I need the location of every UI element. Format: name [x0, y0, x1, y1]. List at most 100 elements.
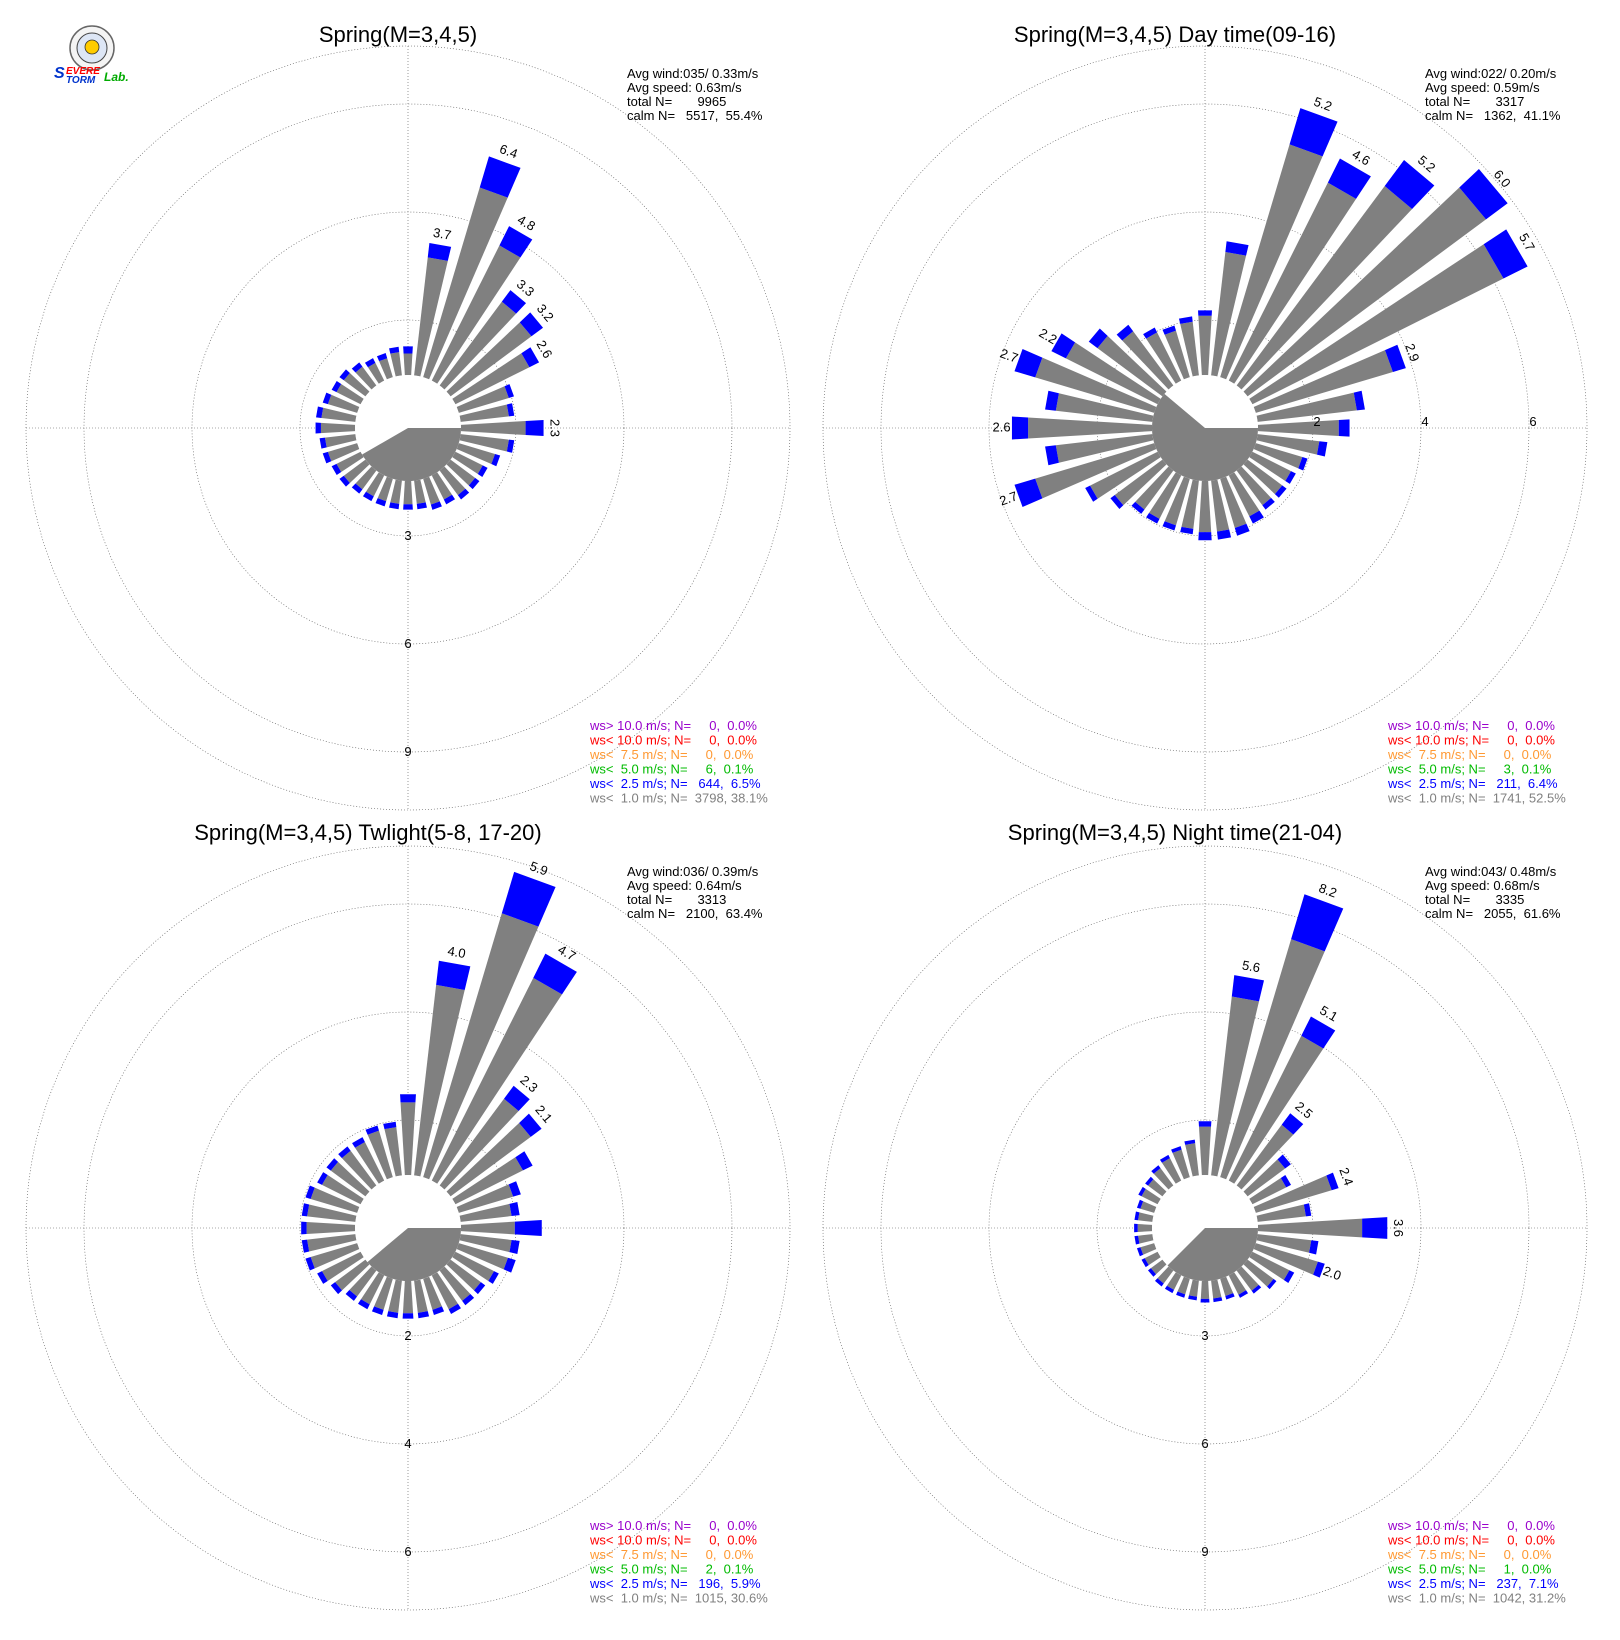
wind-bar-gray [1220, 939, 1325, 1180]
wind-bar-blue [1198, 1121, 1212, 1127]
legend-entry: ws< 1.0 m/s; N= 1015, 30.6% [589, 1591, 768, 1606]
wind-bar-blue [1176, 1291, 1186, 1298]
wind-bar-blue [1011, 416, 1029, 440]
stats-line: Avg wind:022/ 0.20m/s [1425, 66, 1557, 81]
wind-bar-gray [1220, 144, 1323, 380]
wind-bar-blue [436, 960, 471, 990]
stats-line: Avg speed: 0.63m/s [627, 80, 742, 95]
legend-entry: ws< 2.5 m/s; N= 211, 6.4% [1387, 776, 1558, 791]
wind-bar-blue [1303, 1203, 1312, 1217]
wind-bar-gray [1198, 315, 1212, 376]
wind-bar-gray [1055, 434, 1154, 463]
wind-bar-blue [503, 1257, 516, 1273]
wind-bar-gray [336, 383, 364, 405]
wind-bar-gray [439, 466, 466, 496]
logo-seal-center [84, 39, 100, 55]
bar-value-label: 6.4 [498, 141, 520, 161]
wind-bar-gray [1211, 251, 1247, 377]
wind-bar-gray [307, 1234, 357, 1252]
wind-bar-blue [1298, 457, 1308, 471]
wind-bar-blue [1280, 1175, 1292, 1188]
legend-entry: ws< 1.0 m/s; N= 3798, 38.1% [589, 791, 768, 806]
wind-bar-gray [423, 913, 539, 1180]
wind-bar-gray [439, 1098, 519, 1190]
wind-bar-gray [349, 1266, 377, 1297]
wind-bar-blue [1188, 1295, 1198, 1301]
wind-bar-blue [1234, 523, 1250, 536]
wind-bar-blue [1085, 485, 1098, 502]
stats-line: total N= 3335 [1425, 892, 1524, 907]
wind-bar-blue [1151, 1165, 1161, 1174]
wind-bar-blue [315, 422, 321, 434]
wind-bar-gray [1055, 393, 1154, 422]
wind-bar-blue [1136, 1247, 1144, 1257]
wind-bar-gray [423, 1276, 442, 1310]
wind-bar-gray [456, 443, 496, 465]
wind-bar-blue [1200, 1298, 1210, 1303]
wind-bar-gray [1164, 476, 1190, 526]
wind-bar-gray [431, 1272, 458, 1310]
wind-bar-blue [1014, 349, 1043, 378]
wind-bar-gray [1164, 330, 1190, 380]
wind-bar-gray [310, 1243, 360, 1269]
wind-bar-blue [1051, 333, 1076, 359]
wind-bar-blue [317, 1271, 328, 1284]
wind-bar-blue [432, 1306, 445, 1316]
wind-bar-blue [305, 1257, 315, 1271]
wind-bar-gray [390, 352, 402, 377]
ring-tick-label: 6 [404, 1544, 411, 1559]
wind-bar-blue [1483, 229, 1528, 279]
wind-bar-blue [1134, 1235, 1140, 1245]
wind-bar-blue [1178, 316, 1193, 324]
ring-tick-label: 9 [1201, 1544, 1208, 1559]
wind-bar-gray [379, 358, 393, 380]
legend-entry: ws< 2.5 m/s; N= 237, 7.1% [1387, 1576, 1559, 1591]
wind-bar-gray [343, 373, 370, 397]
legend-entry: ws> 10.0 m/s; N= 0, 0.0% [1387, 1518, 1555, 1533]
legend-entry: ws< 7.5 m/s; N= 0, 0.0% [1387, 747, 1552, 762]
wind-bar-blue [521, 347, 540, 368]
wind-bar-gray [446, 1259, 481, 1291]
wind-bar-blue [514, 1220, 542, 1236]
stats-line: Avg speed: 0.59m/s [1425, 80, 1540, 95]
wind-bar-gray [1035, 443, 1157, 499]
calm-sector [367, 1228, 461, 1281]
wind-bar-blue [1136, 1199, 1144, 1209]
stats-line: Avg speed: 0.64m/s [627, 878, 742, 893]
wind-bar-blue [339, 369, 350, 381]
ring-tick-label: 4 [1421, 414, 1428, 429]
wind-bar-gray [1149, 472, 1182, 519]
wind-bar-gray [1200, 1280, 1210, 1299]
wind-bar-gray [1253, 1243, 1318, 1275]
stats-line: calm N= 2100, 63.4% [627, 906, 763, 921]
wind-bar-blue [1301, 1016, 1336, 1049]
wind-bar-gray [327, 443, 360, 462]
wind-bar-gray [324, 434, 357, 448]
bar-value-label: 8.2 [1317, 880, 1339, 900]
stats-line: total N= 3317 [1425, 94, 1524, 109]
wind-bar-gray [1253, 350, 1393, 413]
wind-bar-gray [355, 366, 377, 390]
wind-bar-gray [1181, 479, 1199, 529]
stats-line: Avg wind:043/ 0.48m/s [1425, 864, 1557, 879]
wind-bar-blue [501, 871, 556, 927]
bar-value-label: 2.3 [547, 419, 562, 437]
panel-title: Spring(M=3,4,5) Twlight(5-8, 17-20) [194, 820, 541, 845]
wind-bar-blue [305, 1185, 315, 1199]
wind-bar-blue [1251, 1284, 1262, 1294]
wind-bar-gray [456, 386, 509, 413]
wind-bar-blue [1116, 324, 1134, 341]
lab-logo: S EVERE TORM Lab. [54, 25, 129, 86]
bar-value-label: 5.2 [1312, 94, 1334, 114]
wind-bar-blue [1154, 1278, 1164, 1287]
wind-bar-gray [355, 466, 377, 490]
wind-bar-gray [1257, 1218, 1363, 1238]
wind-bar-gray [1188, 1279, 1199, 1297]
wind-bar-blue [383, 1121, 397, 1130]
wind-bar-blue [331, 463, 342, 476]
wind-bar-gray [377, 476, 393, 502]
stats-line: Avg speed: 0.68m/s [1425, 878, 1540, 893]
wind-bar-blue [400, 1094, 416, 1103]
ring-tick-label: 2 [1313, 414, 1320, 429]
